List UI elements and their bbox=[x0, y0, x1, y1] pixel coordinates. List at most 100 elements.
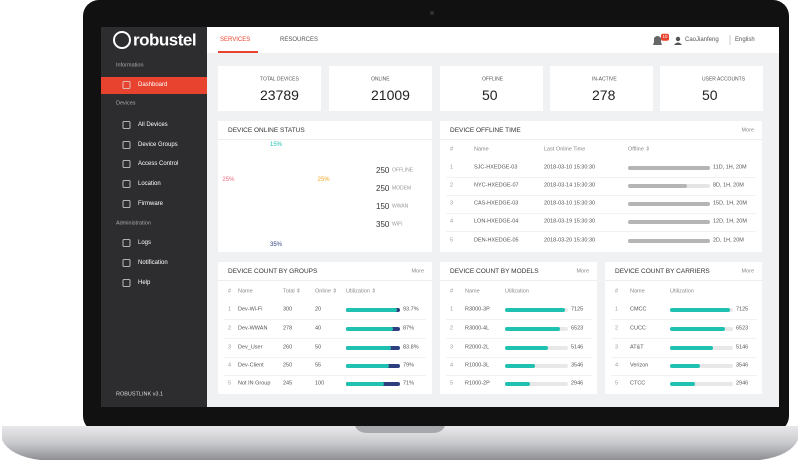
bar bbox=[505, 346, 549, 350]
row-divider bbox=[224, 375, 426, 376]
row-value: 7125 bbox=[571, 306, 584, 313]
menu-item[interactable]: Location bbox=[138, 181, 161, 187]
row-index: 5 bbox=[450, 237, 454, 244]
stat-label: TOTAL DEVICES bbox=[260, 76, 299, 83]
row-index: 1 bbox=[615, 306, 619, 313]
more-link[interactable]: More bbox=[411, 268, 424, 275]
nav-tab[interactable]: RESOURCES bbox=[280, 37, 319, 43]
row-name: Dev-Client bbox=[238, 362, 264, 369]
stat-label: ONLINE bbox=[371, 76, 390, 83]
row-value: 3546 bbox=[736, 362, 749, 369]
sidebar-footer: ROBUSTLINK v3.1 bbox=[116, 391, 164, 398]
row-index: 4 bbox=[615, 362, 619, 369]
row-divider bbox=[446, 319, 592, 320]
menu-item[interactable]: Help bbox=[138, 280, 151, 286]
bar bbox=[628, 184, 688, 188]
offline-duration: 15D, 1H, 20M bbox=[713, 200, 747, 207]
row-index: 2 bbox=[228, 325, 232, 332]
menu-icon bbox=[122, 141, 131, 149]
brand-logo bbox=[113, 31, 131, 49]
offline-duration: 2D, 1H, 20M bbox=[713, 237, 744, 244]
stat-value: 278 bbox=[592, 87, 616, 103]
menu-item[interactable]: Device Groups bbox=[138, 142, 178, 148]
bar-track bbox=[505, 364, 568, 368]
column-header: # bbox=[228, 288, 232, 295]
column-header: Name bbox=[630, 288, 645, 295]
row-online: 20 bbox=[315, 306, 322, 313]
row-index: 3 bbox=[450, 344, 454, 351]
percent-label: 25% bbox=[317, 176, 330, 183]
menu-icon bbox=[122, 200, 131, 208]
row-index: 1 bbox=[450, 306, 454, 313]
row-name: R3000-3P bbox=[465, 306, 490, 313]
stat-value: 50 bbox=[482, 87, 498, 103]
row-divider bbox=[446, 195, 756, 196]
stat-label: OFFLINE bbox=[482, 76, 504, 83]
legend-value: 250 bbox=[376, 184, 390, 193]
panel-title: DEVICE COUNT BY GROUPS bbox=[228, 267, 318, 275]
row-name: CAS-HXEDGE-03 bbox=[474, 200, 519, 207]
user-icon[interactable] bbox=[675, 36, 681, 42]
menu-item[interactable]: Firmware bbox=[138, 201, 163, 207]
utilization-label: 87% bbox=[403, 325, 415, 332]
stat-value: 23789 bbox=[260, 87, 299, 103]
more-link[interactable]: More bbox=[741, 127, 754, 134]
row-online: 40 bbox=[315, 325, 322, 332]
row-divider bbox=[446, 177, 756, 178]
row-divider bbox=[446, 375, 592, 376]
bar bbox=[346, 382, 385, 386]
menu-icon bbox=[122, 81, 131, 89]
more-link[interactable]: More bbox=[741, 268, 754, 275]
row-name: Not IN Group bbox=[238, 380, 271, 387]
menu-item[interactable]: Access Control bbox=[138, 161, 179, 167]
row-name: Verizon bbox=[630, 362, 649, 369]
bell-icon[interactable] bbox=[653, 36, 662, 45]
sidebar-heading: Devices bbox=[116, 100, 136, 107]
panel-title: DEVICE COUNT BY MODELS bbox=[450, 267, 539, 275]
menu-item[interactable]: Dashboard bbox=[138, 82, 168, 88]
row-divider bbox=[611, 338, 757, 339]
sidebar-heading: Information bbox=[116, 62, 144, 69]
stat-card bbox=[550, 66, 653, 111]
row-time: 2018-03-10 15:30:30 bbox=[544, 200, 596, 207]
column-header: Name bbox=[465, 288, 480, 295]
row-value: 3546 bbox=[571, 362, 584, 369]
topbar bbox=[207, 27, 779, 53]
row-index: 4 bbox=[228, 362, 232, 369]
row-divider bbox=[224, 357, 426, 358]
menu-item[interactable]: Notification bbox=[138, 260, 168, 266]
row-total: 250 bbox=[283, 362, 293, 369]
bar-track bbox=[670, 364, 733, 368]
panel-title: DEVICE ONLINE STATUS bbox=[228, 126, 305, 134]
row-index: 2 bbox=[615, 325, 619, 332]
menu-item[interactable]: Logs bbox=[138, 240, 152, 246]
row-divider bbox=[611, 375, 757, 376]
divider bbox=[218, 280, 432, 281]
utilization-label: 83.8% bbox=[403, 344, 419, 351]
more-link[interactable]: More bbox=[576, 268, 589, 275]
menu-item[interactable]: All Devices bbox=[138, 122, 168, 128]
legend-name: OFFLINE bbox=[392, 167, 414, 174]
user-name[interactable]: CaoJianfeng bbox=[685, 37, 719, 43]
menu-icon bbox=[122, 279, 131, 287]
nav-tab[interactable]: SERVICES bbox=[220, 37, 251, 43]
column-header: Total ⇕ bbox=[283, 288, 301, 295]
row-divider bbox=[611, 319, 757, 320]
row-name: R2000-2L bbox=[465, 344, 490, 351]
row-index: 5 bbox=[615, 380, 619, 387]
row-name: Dev-Wi-Fi bbox=[238, 306, 263, 313]
row-name: CTCC bbox=[630, 380, 646, 387]
row-index: 3 bbox=[450, 200, 454, 207]
percent-label: 25% bbox=[222, 176, 235, 183]
row-index: 1 bbox=[228, 306, 232, 313]
brand: robustel bbox=[133, 30, 197, 50]
menu-icon bbox=[122, 259, 131, 267]
divider bbox=[218, 139, 432, 140]
user-icon-body bbox=[674, 42, 682, 45]
row-value: 6523 bbox=[736, 325, 749, 332]
row-divider bbox=[224, 319, 426, 320]
language[interactable]: English bbox=[735, 37, 755, 43]
row-divider bbox=[446, 231, 756, 232]
bar-track bbox=[670, 382, 733, 386]
row-divider bbox=[446, 357, 592, 358]
